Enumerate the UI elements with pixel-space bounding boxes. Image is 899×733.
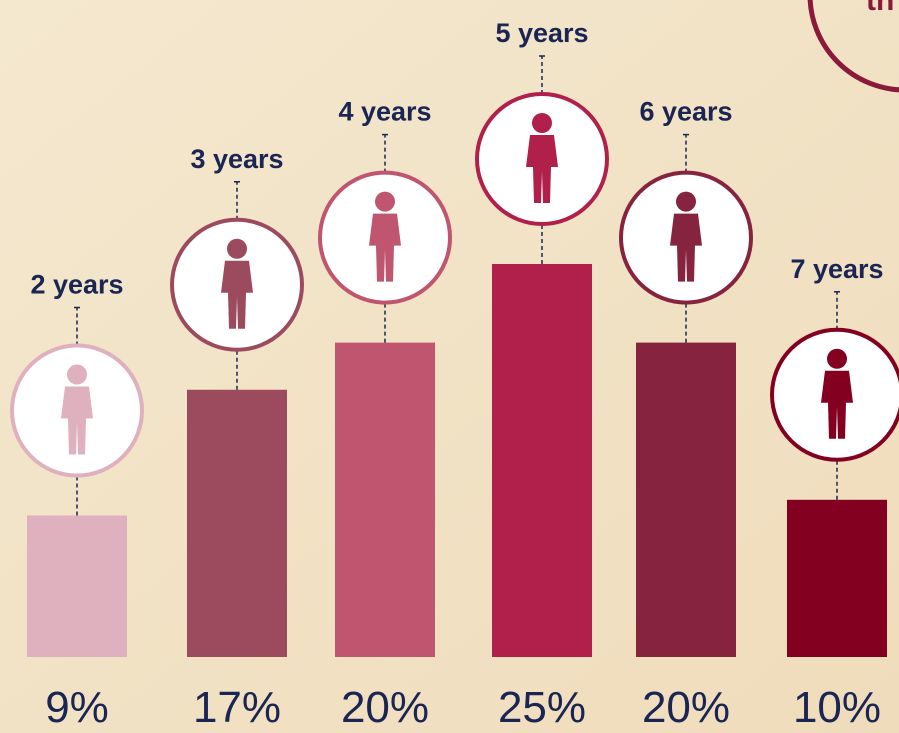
chart: th 2 years 9% 3 years 17% 4 years 20% 5 years 2…: [0, 0, 899, 733]
silhouette-head: [532, 113, 552, 133]
bar: [492, 264, 592, 657]
silhouette-head: [676, 192, 696, 212]
page: {"badge_text": "th", "chart_data": {"typ…: [0, 0, 899, 733]
bar: [187, 390, 287, 657]
bar: [787, 500, 887, 657]
silhouette-head: [827, 349, 847, 369]
silhouette-head: [227, 239, 247, 259]
silhouette-head: [375, 192, 395, 212]
bar: [636, 343, 736, 657]
bar: [27, 516, 127, 657]
value-label: 17%: [193, 683, 281, 732]
value-label: 10%: [793, 683, 881, 732]
category-label: 3 years: [190, 144, 283, 174]
category-label: 7 years: [790, 254, 883, 284]
badge-text: th: [866, 0, 894, 17]
value-label: 25%: [498, 683, 586, 732]
category-label: 6 years: [639, 97, 732, 127]
category-label: 4 years: [338, 97, 431, 127]
silhouette-head: [67, 365, 87, 385]
bar: [335, 343, 435, 657]
category-label: 5 years: [495, 18, 588, 48]
value-label: 20%: [642, 683, 730, 732]
value-label: 20%: [341, 683, 429, 732]
category-label: 2 years: [30, 270, 123, 300]
value-label: 9%: [45, 683, 109, 732]
background: [0, 0, 899, 733]
